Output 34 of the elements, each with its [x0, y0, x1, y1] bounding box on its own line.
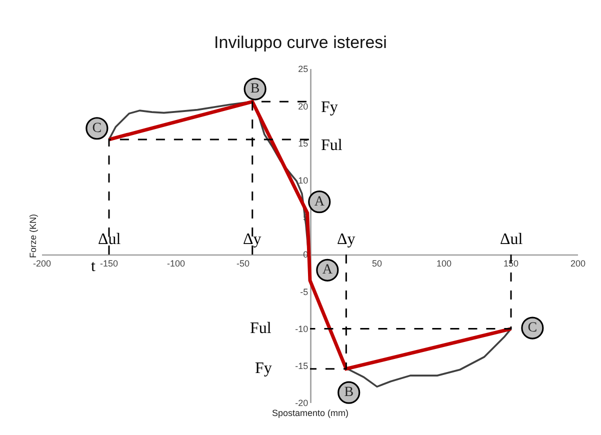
x-tick-label: -200	[32, 258, 52, 268]
annotation: t	[91, 258, 96, 275]
y-tick-label: -15	[295, 361, 308, 372]
annotation: Fy	[321, 99, 338, 116]
y-tick-label: -20	[295, 398, 308, 408]
chart-title: Inviluppo curve isteresi	[214, 32, 387, 52]
annotation: Δy	[337, 231, 356, 248]
y-tick-label: 15	[298, 138, 308, 148]
data-label: B	[344, 385, 354, 400]
y-tick-label: 20	[298, 101, 308, 112]
x-tick-label: 150	[503, 258, 519, 268]
annotation: Δul	[500, 231, 524, 248]
annotation: Ful	[250, 320, 272, 337]
y-tick-label: 25	[298, 64, 308, 74]
annotation: Ful	[321, 137, 343, 154]
x-tick-label: -150	[100, 258, 118, 268]
x-tick-label: 100	[436, 258, 452, 268]
data-label: A	[314, 194, 326, 210]
x-tick-label: 50	[372, 258, 382, 268]
annotation: Δy	[243, 231, 262, 248]
data-label: A	[322, 262, 334, 278]
x-tick-label: 200	[570, 258, 586, 268]
x-tick-label: -100	[166, 258, 186, 268]
annotation: Δul	[98, 231, 122, 248]
x-axis-title: Spostamento (mm)	[272, 408, 349, 418]
y-tick-label: 10	[298, 175, 308, 186]
data-label: C	[92, 120, 102, 136]
x-tick-label: -50	[236, 258, 250, 268]
y-tick-label: -5	[300, 286, 308, 297]
annotation: Fy	[255, 360, 272, 377]
y-tick-label: -10	[295, 324, 308, 334]
data-label: B	[250, 82, 260, 97]
y-axis-title: Forze (KN)	[28, 214, 38, 258]
data-label: C	[528, 320, 538, 336]
